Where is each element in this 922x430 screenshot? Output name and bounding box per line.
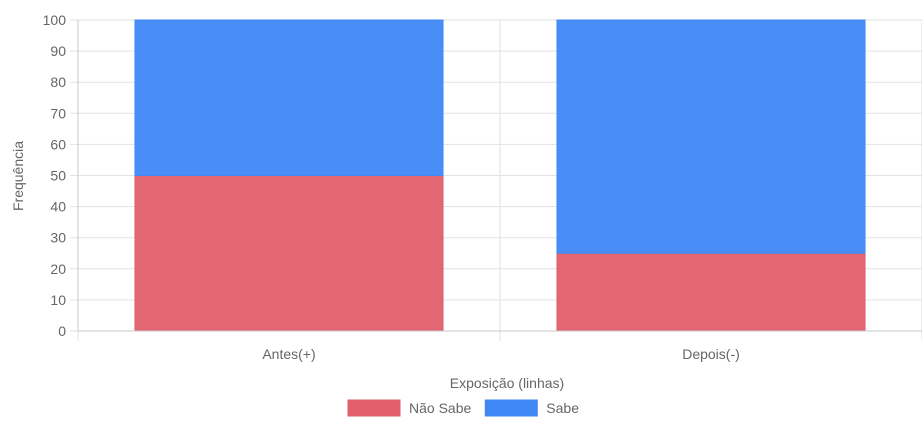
x-tick-label: Depois(-) [682, 346, 740, 362]
y-tick-label: 40 [50, 199, 66, 215]
y-tick-label: 50 [50, 168, 66, 184]
y-tick-label: 90 [50, 43, 66, 59]
y-tick-label: 30 [50, 230, 66, 246]
x-axis-label: Exposição (linhas) [450, 375, 564, 391]
axes: 0 10 20 30 40 50 60 70 80 90 100 Antes(+) Depois(-) [43, 12, 922, 362]
y-tick-label: 20 [50, 261, 66, 277]
legend-swatch [347, 399, 401, 417]
bar-n-o-sabe [556, 252, 866, 332]
bar-n-o-sabe [134, 175, 444, 332]
legend: Não Sabe Sabe [347, 399, 579, 417]
y-axis-label: Frequência [10, 141, 26, 211]
legend-label: Não Sabe [409, 400, 471, 416]
bar-sabe [134, 19, 444, 176]
legend-label: Sabe [546, 400, 579, 416]
y-tick-label: 60 [50, 136, 66, 152]
x-tick-label: Antes(+) [262, 346, 315, 362]
y-tick-label: 80 [50, 74, 66, 90]
y-tick-label: 70 [50, 105, 66, 121]
y-tick-label: 100 [43, 12, 67, 28]
legend-swatch [484, 399, 538, 417]
y-tick-label: 0 [58, 323, 66, 339]
bar-sabe [556, 19, 866, 254]
y-tick-label: 10 [50, 292, 66, 308]
bars [134, 19, 866, 332]
